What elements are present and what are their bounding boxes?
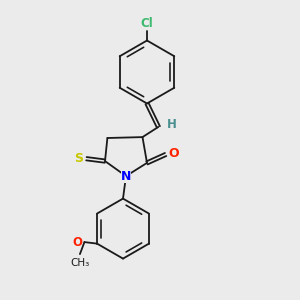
Text: S: S [74,152,83,165]
Text: N: N [121,169,131,183]
Text: O: O [168,146,178,160]
Text: CH₃: CH₃ [70,258,89,268]
Text: H: H [167,118,177,131]
Text: Cl: Cl [141,17,153,30]
Text: O: O [73,236,82,249]
